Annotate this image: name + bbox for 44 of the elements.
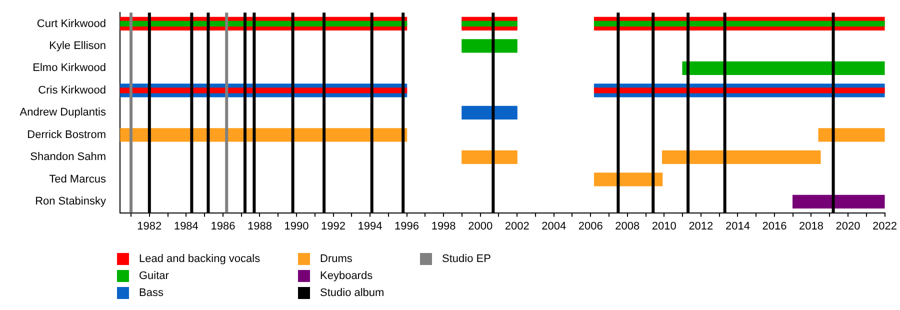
- legend-label: Keyboards: [320, 270, 373, 282]
- legend-label: Studio album: [320, 286, 384, 298]
- x-tick-label: 1996: [394, 220, 420, 232]
- x-tick-label: 1998: [431, 220, 456, 232]
- x-tick-label: 1992: [321, 220, 346, 232]
- bar: [594, 20, 885, 27]
- y-tick-label: Kyle Ellison: [49, 40, 106, 52]
- bar: [818, 128, 885, 142]
- legend-label: Drums: [320, 252, 352, 264]
- y-tick-label: Cris Kirkwood: [38, 84, 106, 96]
- bar: [462, 150, 518, 164]
- x-tick-label: 2006: [578, 220, 603, 232]
- x-tick-label: 1986: [210, 220, 236, 232]
- x-tick-label: 2020: [836, 220, 860, 232]
- x-tick-label: 2018: [798, 220, 824, 232]
- x-tick-label: 1994: [358, 220, 382, 232]
- x-tick-label: 2000: [468, 220, 493, 232]
- y-tick-label: Andrew Duplantis: [20, 106, 106, 119]
- x-tick-label: 1990: [284, 220, 309, 232]
- legend-label: Studio EP: [442, 252, 491, 264]
- x-tick-label: 2016: [762, 220, 787, 232]
- x-tick-label: 1988: [247, 220, 272, 232]
- y-tick-label: Curt Kirkwood: [36, 18, 106, 30]
- x-tick-label: 2012: [688, 220, 714, 232]
- bar: [662, 150, 821, 164]
- y-tick-label: Shandon Sahm: [30, 151, 106, 164]
- x-tick-label: 2002: [504, 220, 530, 232]
- legend-label: Lead and backing vocals: [139, 252, 260, 264]
- legend-label: Bass: [139, 286, 164, 298]
- x-tick-label: 2010: [652, 220, 676, 232]
- bar: [594, 172, 663, 186]
- y-tick-label: Ted Marcus: [49, 173, 106, 186]
- x-tick-label: 1982: [137, 220, 162, 232]
- x-tick-label: 2008: [615, 220, 640, 232]
- x-tick-label: 2022: [872, 220, 898, 232]
- bar: [462, 39, 518, 53]
- x-tick-label: 1984: [174, 220, 198, 232]
- y-tick-label: Ron Stabinsky: [35, 196, 106, 208]
- legend-label: Guitar: [139, 270, 169, 282]
- y-tick-label: Elmo Kirkwood: [32, 62, 106, 74]
- bar: [462, 106, 518, 120]
- y-tick-label: Derrick Bostrom: [27, 128, 106, 141]
- x-tick-label: 2004: [542, 220, 566, 232]
- x-tick-label: 2014: [725, 220, 750, 232]
